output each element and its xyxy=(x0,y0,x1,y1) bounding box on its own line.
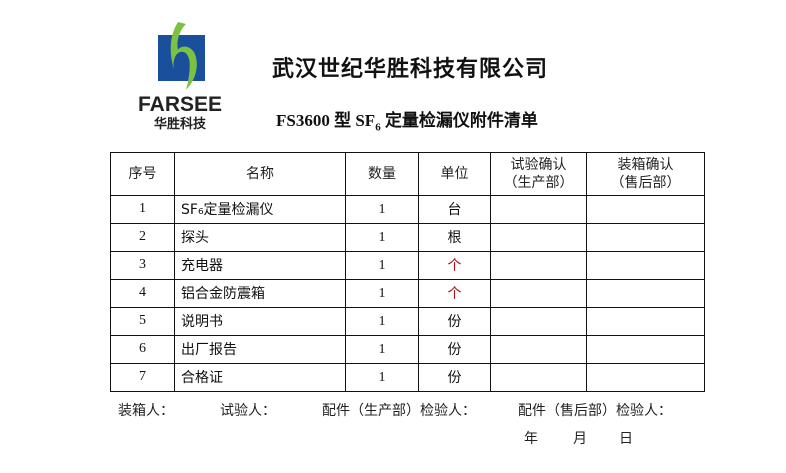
cell-pack-confirm xyxy=(586,307,705,336)
cell-no: 2 xyxy=(110,223,175,252)
year-label: 年 xyxy=(524,431,538,447)
cell-unit: 份 xyxy=(418,335,491,364)
logo-subtext: 华胜科技 xyxy=(153,117,206,132)
cell-test-confirm xyxy=(490,195,587,224)
header-test-confirm: 试验确认 （生产部） xyxy=(490,152,587,196)
cell-pack-confirm xyxy=(586,363,705,392)
cell-test-confirm xyxy=(490,279,587,308)
cell-pack-confirm xyxy=(586,251,705,280)
table-row: 4 铝合金防震箱 1 个 xyxy=(110,279,705,308)
cell-test-confirm xyxy=(490,251,587,280)
header-pack-confirm: 装箱确认 （售后部） xyxy=(586,152,705,196)
cell-name: 说明书 xyxy=(174,307,346,336)
header-qty: 数量 xyxy=(345,152,419,196)
packer-label: 装箱人： xyxy=(118,403,174,419)
cell-qty: 1 xyxy=(345,363,419,392)
tester-label: 试验人： xyxy=(220,403,276,419)
logo-mark-icon xyxy=(158,22,205,90)
cell-no: 7 xyxy=(110,363,175,392)
cell-qty: 1 xyxy=(345,307,419,336)
cell-name: 出厂报告 xyxy=(174,335,346,364)
logo-text: FARSEE xyxy=(137,93,223,116)
cell-unit: 个 xyxy=(418,251,491,280)
header-unit: 单位 xyxy=(418,152,491,196)
cell-test-confirm xyxy=(490,307,587,336)
company-name: 武汉世纪华胜科技有限公司 xyxy=(272,57,549,82)
cell-pack-confirm xyxy=(586,335,705,364)
table-row: 7 合格证 1 份 xyxy=(110,363,705,392)
company-logo: FARSEE 华胜科技 xyxy=(122,20,238,134)
cell-no: 5 xyxy=(110,307,175,336)
cell-pack-confirm xyxy=(586,223,705,252)
cell-qty: 1 xyxy=(345,223,419,252)
cell-no: 6 xyxy=(110,335,175,364)
accessory-table: 序号 名称 数量 单位 试验确认 （生产部） 装箱确认 （售后部） 1 SF₆定量检… xyxy=(110,152,705,392)
cell-pack-confirm xyxy=(586,279,705,308)
cell-unit: 份 xyxy=(418,307,491,336)
cell-name: 铝合金防震箱 xyxy=(174,279,346,308)
cell-test-confirm xyxy=(490,363,587,392)
cell-no: 3 xyxy=(110,251,175,280)
table-row: 3 充电器 1 个 xyxy=(110,251,705,280)
cell-qty: 1 xyxy=(345,195,419,224)
cell-unit: 台 xyxy=(418,195,491,224)
cell-qty: 1 xyxy=(345,335,419,364)
cell-name: 探头 xyxy=(174,223,346,252)
cell-no: 1 xyxy=(110,195,175,224)
table-row: 6 出厂报告 1 份 xyxy=(110,335,705,364)
month-label: 月 xyxy=(573,431,587,447)
header-name: 名称 xyxy=(174,152,346,196)
table-row: 5 说明书 1 份 xyxy=(110,307,705,336)
cell-qty: 1 xyxy=(345,251,419,280)
table-row: 1 SF₆定量检漏仪 1 台 xyxy=(110,195,705,224)
cell-unit: 个 xyxy=(418,279,491,308)
header-no: 序号 xyxy=(110,152,175,196)
production-inspector-label: 配件（生产部）检验人： xyxy=(322,403,476,419)
cell-qty: 1 xyxy=(345,279,419,308)
cell-unit: 份 xyxy=(418,363,491,392)
document-title: FS3600 型 SF6 定量检漏仪附件清单 xyxy=(276,111,538,134)
cell-name: 合格证 xyxy=(174,363,346,392)
cell-test-confirm xyxy=(490,223,587,252)
cell-name: 充电器 xyxy=(174,251,346,280)
table-header: 序号 名称 数量 单位 试验确认 （生产部） 装箱确认 （售后部） xyxy=(110,152,705,196)
table-row: 2 探头 1 根 xyxy=(110,223,705,252)
cell-unit: 根 xyxy=(418,223,491,252)
cell-pack-confirm xyxy=(586,195,705,224)
day-label: 日 xyxy=(619,431,633,447)
cell-test-confirm xyxy=(490,335,587,364)
aftersales-inspector-label: 配件（售后部）检验人： xyxy=(518,403,672,419)
cell-name: SF₆定量检漏仪 xyxy=(174,195,346,224)
cell-no: 4 xyxy=(110,279,175,308)
